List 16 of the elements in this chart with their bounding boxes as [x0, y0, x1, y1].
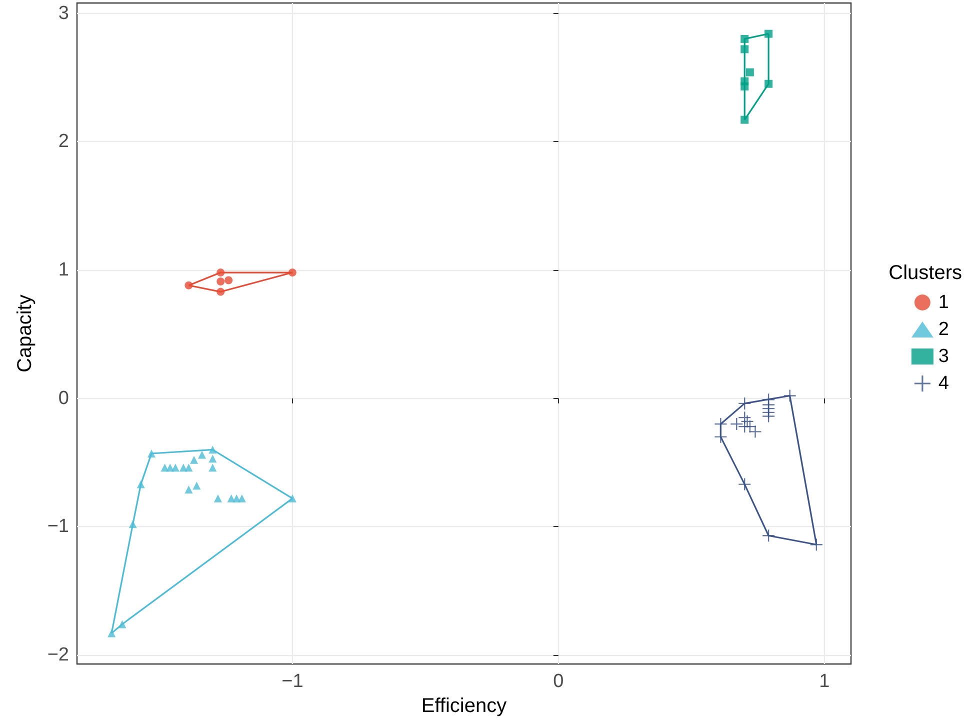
legend-label: 4: [938, 373, 950, 394]
x-tick-label: 1: [819, 671, 830, 692]
y-tick-label: 1: [58, 259, 69, 280]
legend-label: 1: [938, 292, 950, 313]
y-tick-label: 3: [58, 2, 69, 24]
x-tick-label: 0: [553, 671, 564, 692]
y-tick-label: 2: [58, 131, 69, 152]
legend-label: 2: [938, 319, 950, 340]
x-axis-title: Efficiency: [421, 694, 507, 717]
y-tick-label: 0: [58, 388, 69, 409]
y-axis-title: Capacity: [14, 294, 36, 372]
legend-label: 3: [938, 346, 950, 367]
legend-title: Clusters: [888, 262, 962, 284]
x-tick-label: −1: [282, 671, 304, 692]
y-tick-label: −2: [47, 644, 69, 666]
y-tick-label: −1: [47, 516, 69, 538]
